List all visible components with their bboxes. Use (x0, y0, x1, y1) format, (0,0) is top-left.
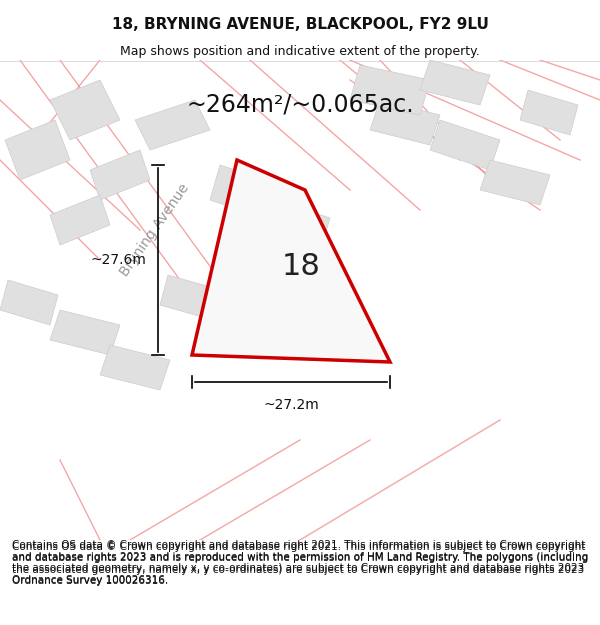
Polygon shape (430, 120, 500, 170)
Text: Contains OS data © Crown copyright and database right 2021. This information is : Contains OS data © Crown copyright and d… (12, 540, 588, 585)
Text: Map shows position and indicative extent of the property.: Map shows position and indicative extent… (120, 45, 480, 58)
Polygon shape (350, 65, 430, 115)
Polygon shape (50, 80, 120, 140)
Polygon shape (50, 310, 120, 355)
Polygon shape (370, 100, 440, 145)
Text: ~27.6m: ~27.6m (90, 253, 146, 267)
Polygon shape (5, 120, 70, 180)
Polygon shape (135, 100, 210, 150)
Polygon shape (480, 160, 550, 205)
Polygon shape (0, 280, 58, 325)
Polygon shape (420, 60, 490, 105)
Polygon shape (210, 165, 280, 220)
Text: ~264m²/~0.065ac.: ~264m²/~0.065ac. (186, 93, 414, 117)
Text: Contains OS data © Crown copyright and database right 2021. This information is : Contains OS data © Crown copyright and d… (12, 542, 588, 586)
Text: Bryning Avenue: Bryning Avenue (118, 181, 192, 279)
Polygon shape (192, 160, 390, 362)
Polygon shape (265, 200, 330, 252)
Polygon shape (160, 275, 228, 322)
Polygon shape (220, 298, 278, 345)
Text: 18: 18 (281, 253, 320, 281)
Text: 18, BRYNING AVENUE, BLACKPOOL, FY2 9LU: 18, BRYNING AVENUE, BLACKPOOL, FY2 9LU (112, 17, 488, 32)
Polygon shape (90, 150, 150, 200)
Polygon shape (50, 195, 110, 245)
Polygon shape (520, 90, 578, 135)
Text: ~27.2m: ~27.2m (263, 398, 319, 412)
Polygon shape (100, 345, 170, 390)
